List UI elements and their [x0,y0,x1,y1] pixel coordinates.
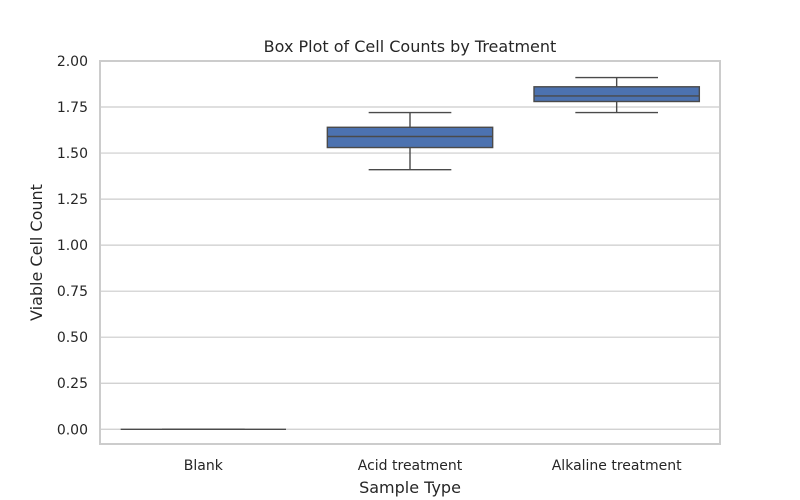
x-tick-label: Blank [184,458,224,474]
y-tick-label: 1.50 [57,146,88,162]
x-axis-title: Sample Type [359,478,461,497]
y-tick-label: 2.00 [57,54,88,70]
y-tick-label: 1.25 [57,192,88,208]
iqr-box [533,86,701,103]
y-tick-labels: 0.00 0.25 0.50 0.75 1.00 1.25 1.50 1.75 2.00 [57,54,88,438]
box-group [533,76,701,114]
y-tick-label: 1.00 [57,238,88,254]
y-tick-label: 0.75 [57,284,88,300]
iqr-box [326,126,494,149]
y-tick-label: 0.50 [57,330,88,346]
box-group [326,111,494,171]
boxes [120,76,701,430]
y-tick-label: 0.25 [57,376,88,392]
chart-title: Box Plot of Cell Counts by Treatment [264,37,557,56]
y-tick-label: 1.75 [57,100,88,116]
x-tick-label: Alkaline treatment [552,458,682,474]
y-axis-title: Viable Cell Count [27,184,46,321]
y-tick-label: 0.00 [57,422,88,438]
x-tick-label: Acid treatment [358,458,463,474]
x-tick-labels: Blank Acid treatment Alkaline treatment [184,458,682,474]
plot-frame [99,60,721,445]
